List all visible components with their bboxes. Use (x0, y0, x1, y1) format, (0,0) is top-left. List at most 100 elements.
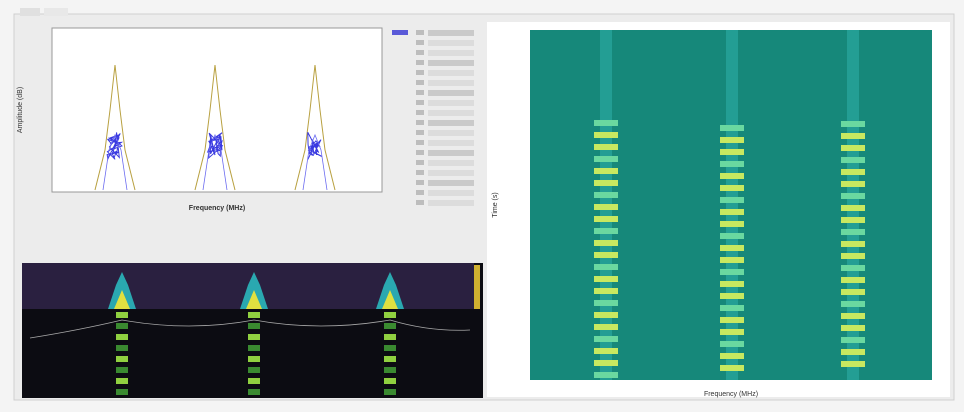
burst (594, 216, 618, 222)
tab[interactable] (44, 8, 68, 16)
control (416, 90, 424, 95)
burst (594, 288, 618, 294)
burst (116, 356, 128, 362)
tab[interactable] (20, 8, 40, 16)
burst (841, 325, 865, 331)
control (416, 140, 424, 145)
burst (248, 378, 260, 384)
burst (720, 125, 744, 131)
control (416, 70, 424, 75)
burst (594, 144, 618, 150)
control (416, 50, 424, 55)
burst (841, 337, 865, 343)
control (428, 180, 474, 186)
burst (594, 180, 618, 186)
burst (841, 241, 865, 247)
burst (116, 345, 128, 351)
burst (248, 389, 260, 395)
control (416, 180, 424, 185)
y-axis-label: Amplitude (dB) (17, 87, 24, 133)
burst (720, 329, 744, 335)
burst (841, 193, 865, 199)
burst (841, 157, 865, 163)
spectrum-plot (52, 28, 382, 192)
control (416, 100, 424, 105)
burst (720, 341, 744, 347)
control (416, 110, 424, 115)
burst (594, 168, 618, 174)
burst (841, 181, 865, 187)
control (428, 200, 474, 206)
burst (594, 336, 618, 342)
burst (841, 253, 865, 259)
x-axis-label: Frequency (MHz) (704, 391, 758, 398)
burst (720, 137, 744, 143)
burst (841, 301, 865, 307)
burst (384, 334, 396, 340)
control (428, 40, 474, 46)
control (416, 60, 424, 65)
control (416, 130, 424, 135)
y-axis-label: Time (s) (492, 192, 499, 217)
burst (594, 312, 618, 318)
burst (720, 185, 744, 191)
control (428, 110, 474, 116)
burst (720, 161, 744, 167)
burst (720, 365, 744, 371)
burst (594, 276, 618, 282)
burst (720, 257, 744, 263)
burst (841, 205, 865, 211)
control (416, 160, 424, 165)
burst (116, 389, 128, 395)
burst (594, 348, 618, 354)
burst (594, 132, 618, 138)
burst (720, 293, 744, 299)
burst (720, 281, 744, 287)
control (428, 140, 474, 146)
control (428, 80, 474, 86)
burst (594, 156, 618, 162)
burst (594, 228, 618, 234)
burst (841, 229, 865, 235)
burst (248, 312, 260, 318)
burst (841, 145, 865, 151)
burst (116, 367, 128, 373)
control (428, 90, 474, 96)
burst (841, 169, 865, 175)
burst (841, 133, 865, 139)
burst (720, 233, 744, 239)
burst (720, 245, 744, 251)
burst (248, 323, 260, 329)
burst (116, 312, 128, 318)
burst (841, 217, 865, 223)
burst (841, 121, 865, 127)
burst (720, 317, 744, 323)
control (416, 40, 424, 45)
burst (720, 173, 744, 179)
burst (384, 312, 396, 318)
burst (594, 192, 618, 198)
control (428, 150, 474, 156)
control (428, 170, 474, 176)
burst (720, 197, 744, 203)
burst (841, 289, 865, 295)
burst (720, 305, 744, 311)
colorbar (474, 265, 480, 309)
burst (841, 265, 865, 271)
burst (248, 334, 260, 340)
burst (720, 269, 744, 275)
burst (594, 264, 618, 270)
stripe (726, 30, 738, 380)
burst (720, 209, 744, 215)
burst (384, 389, 396, 395)
control (428, 120, 474, 126)
burst (841, 361, 865, 367)
burst (248, 356, 260, 362)
control (428, 130, 474, 136)
control (428, 160, 474, 166)
burst (594, 300, 618, 306)
burst (384, 323, 396, 329)
control (416, 120, 424, 125)
x-axis-label: Frequency (MHz) (189, 205, 245, 212)
